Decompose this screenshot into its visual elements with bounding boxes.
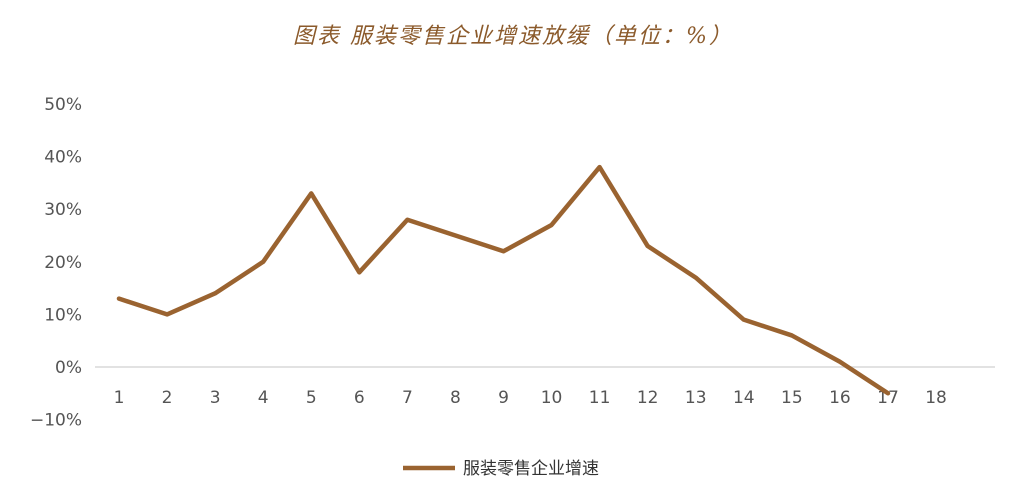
x-tick-label: 8 [450,388,461,408]
y-tick-label: 10% [44,305,82,325]
x-tick-label: 6 [354,388,365,408]
x-tick-label: 5 [306,388,317,408]
x-tick-label: 3 [210,388,221,408]
x-tick-label: 17 [877,388,899,408]
legend-label: 服装零售企业增速 [463,459,599,479]
y-tick-label: 20% [44,253,82,273]
y-tick-label: 50% [44,95,82,115]
x-tick-label: 7 [402,388,413,408]
chart-title: 图表 服装零售企业增速放缓（单位：%） [293,24,733,49]
x-tick-label: 14 [733,388,755,408]
x-tick-label: 12 [637,388,659,408]
y-tick-label: 30% [44,200,82,220]
x-tick-label: 18 [925,388,947,408]
x-tick-label: 16 [829,388,851,408]
y-tick-label: −10% [30,411,82,431]
y-tick-label: 40% [44,148,82,168]
x-tick-label: 15 [781,388,803,408]
x-tick-label: 4 [258,388,269,408]
series-line [116,164,891,396]
x-tick-label: 11 [589,388,611,408]
x-tick-label: 13 [685,388,707,408]
x-tick-label: 10 [541,388,563,408]
x-tick-label: 1 [114,388,125,408]
x-tick-label: 9 [498,388,509,408]
y-tick-label: 0% [55,358,82,378]
x-tick-label: 2 [162,388,173,408]
